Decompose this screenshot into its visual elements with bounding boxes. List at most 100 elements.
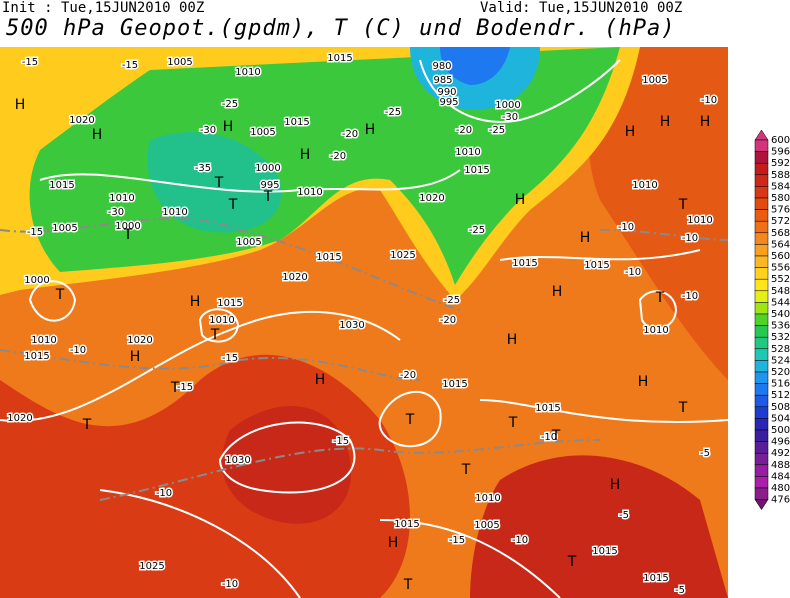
colorbar-swatch	[754, 220, 769, 234]
colorbar-label: 508	[771, 402, 790, 413]
colorbar-label: 476	[771, 495, 790, 506]
colorbar-label: 572	[771, 216, 790, 227]
colorbar-label: 532	[771, 332, 790, 343]
colorbar-label: 536	[771, 321, 790, 332]
isotherm-label: -10	[682, 233, 698, 244]
colorbar-label: 504	[771, 413, 790, 424]
colorbar-swatch	[754, 151, 769, 164]
isotherms	[0, 217, 729, 501]
colorbar-label: 540	[771, 309, 790, 320]
pressure-center: H	[15, 97, 26, 113]
valid-time: Valid: Tue,15JUN2010 00Z	[480, 0, 683, 16]
isobar-label: 1010	[209, 315, 234, 326]
isobar-label: 1030	[339, 320, 364, 331]
pressure-center: H	[580, 230, 591, 246]
isobar-label: 1005	[474, 520, 499, 531]
isobar-label: 995	[260, 180, 279, 191]
isotherm-label: -10	[70, 345, 86, 356]
isotherm-label: -15	[122, 60, 138, 71]
pressure-center: T	[210, 327, 220, 343]
colorbar-swatch	[754, 464, 769, 477]
pressure-center: H	[388, 535, 399, 551]
colorbar-label: 560	[771, 251, 790, 262]
colorbar-label: 520	[771, 367, 790, 378]
isobar	[419, 59, 621, 123]
isobar-label: 1010	[162, 207, 187, 218]
pressure-center: H	[515, 192, 526, 208]
isobar	[378, 391, 442, 448]
isobar	[379, 519, 561, 598]
isobar-label: 985	[433, 75, 452, 86]
map-field	[0, 47, 728, 598]
isobar-label: 1010	[632, 180, 657, 191]
isobar-label: 1015	[217, 298, 242, 309]
colorbar-swatch	[754, 162, 769, 176]
colorbar-label: 528	[771, 344, 790, 355]
isobar-label: 1010	[31, 335, 56, 346]
isobar-label: 1020	[282, 272, 307, 283]
pressure-center: T	[655, 290, 665, 306]
isobar-label: 1020	[127, 335, 152, 346]
pressure-center: T	[405, 412, 415, 428]
isobar-label: 1030	[225, 455, 250, 466]
isotherm-label: -20	[342, 129, 358, 140]
colorbar-swatch	[754, 244, 769, 257]
isotherm	[0, 349, 421, 381]
isobar-label: 1015	[464, 165, 489, 176]
pressure-center: T	[461, 462, 471, 478]
colorbar-label: 496	[771, 437, 790, 448]
isotherm-label: -10	[625, 267, 641, 278]
pressure-center: T	[403, 577, 413, 593]
colorbar-label: 552	[771, 274, 790, 285]
isobar-label: 1000	[495, 100, 520, 111]
isotherm-label: -15	[449, 535, 465, 546]
isobar-label: 1000	[24, 275, 49, 286]
colorbar-label: 580	[771, 193, 790, 204]
isobar-label: 1010	[235, 67, 260, 78]
isotherm-label: -25	[222, 99, 238, 110]
pressure-center: T	[567, 554, 577, 570]
warm-area	[588, 47, 728, 380]
isobar-label: 1005	[250, 127, 275, 138]
isotherm-label: -20	[440, 315, 456, 326]
isobar-label: 1020	[419, 193, 444, 204]
pressure-center: H	[130, 349, 141, 365]
colorbar-label: 556	[771, 263, 790, 274]
colorbar-label: 480	[771, 483, 790, 494]
isobar-label: 1010	[455, 147, 480, 158]
isobar-label: 1015	[284, 117, 309, 128]
colorbar-swatch	[754, 418, 769, 431]
colorbar-swatch	[754, 139, 769, 152]
isotherm-label: -10	[512, 535, 528, 546]
isobar-label: 1015	[535, 403, 560, 414]
colorbar-label: 588	[771, 170, 790, 181]
isobar-label: 1020	[69, 115, 94, 126]
pressure-center: H	[315, 372, 326, 388]
pressure-center: H	[552, 284, 563, 300]
pressure-center: T	[678, 197, 688, 213]
isobar-label: 1015	[584, 260, 609, 271]
isobar-label: 1005	[167, 57, 192, 68]
map-title: 500 hPa Geopot.(gpdm), T (C) und Bodendr…	[6, 16, 676, 41]
colorbar-swatch	[754, 348, 769, 361]
isotherm-label: -5	[675, 585, 685, 596]
isobar-label: 1005	[642, 75, 667, 86]
colorbar-swatch	[754, 186, 769, 199]
colorbar-label: 484	[771, 471, 790, 482]
pressure-center: H	[300, 147, 311, 163]
colorbar-label: 488	[771, 460, 790, 471]
colorbar-label: 548	[771, 286, 790, 297]
isotherm-label: -30	[502, 112, 518, 123]
colorbar-swatch	[754, 394, 769, 408]
isotherm-label: -10	[541, 432, 557, 443]
isotherm-label: -10	[156, 488, 172, 499]
pressure-center: H	[190, 294, 201, 310]
isobar-label: 1015	[643, 573, 668, 584]
colorbar: 6005965925885845805765725685645605565525…	[754, 129, 790, 511]
pressure-center: H	[92, 127, 103, 143]
pressure-center: H	[625, 124, 636, 140]
colorbar-label: 524	[771, 355, 790, 366]
colorbar-swatch	[754, 290, 769, 303]
isotherm-label: -10	[222, 579, 238, 590]
colorbar-swatch	[754, 476, 769, 489]
